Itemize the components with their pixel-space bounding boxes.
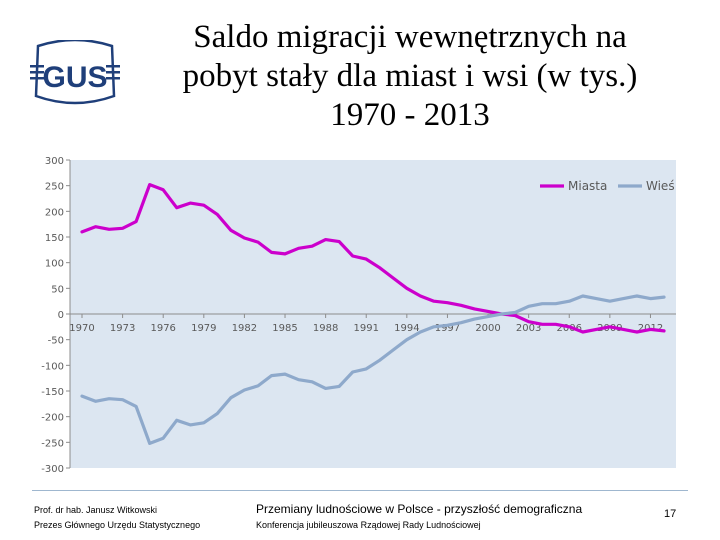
series-line-miasta: [80, 182, 666, 334]
y-tick-label: 0: [58, 310, 64, 321]
x-tick-label: 2009: [597, 323, 622, 334]
title-line-3: 1970 - 2013: [330, 97, 490, 133]
slide-title: Saldo migracji wewnętrznych na pobyt sta…: [140, 18, 680, 135]
x-tick-label: 1979: [191, 323, 216, 334]
x-tick-label: 1982: [232, 323, 257, 334]
x-tick-label: 1970: [69, 323, 94, 334]
x-tick-label: 1994: [394, 323, 419, 334]
title-line-2: pobyt stały dla miast i wsi (w tys.): [182, 58, 638, 94]
author-name: Prof. dr hab. Janusz Witkowski: [34, 505, 158, 515]
y-tick-label: 200: [45, 207, 64, 218]
migration-chart: 300 250 200 150 100 50 0 -50 -100 -150 -200 -250 -30…: [0, 150, 690, 480]
line-chart-svg: 300 250 200 150 100 50 0 -50 -100 -150 -200 -250 -30…: [41, 156, 676, 475]
y-tick-label: -300: [41, 464, 64, 475]
x-tick-label: 1976: [150, 323, 175, 334]
x-tick-label: 1991: [354, 323, 379, 334]
y-tick-label: 300: [45, 156, 64, 167]
legend-label: Miasta: [568, 179, 607, 193]
title-line-1: Saldo migracji wewnętrznych na: [193, 19, 627, 55]
x-tick-label: 2000: [475, 323, 500, 334]
legend-label: Wieś: [646, 179, 675, 193]
y-tick-label: 50: [51, 284, 64, 295]
footer-divider: [32, 490, 688, 491]
y-tick-label: 250: [45, 182, 64, 193]
x-tick-label: 1985: [272, 323, 297, 334]
footer-conference: Konferencja jubileuszowa Rządowej Rady L…: [256, 520, 481, 530]
y-tick-label: -50: [48, 336, 64, 347]
page-number: 17: [664, 508, 677, 520]
chart-legend: Miasta Wieś: [540, 179, 675, 193]
x-tick-label: 2006: [557, 323, 582, 334]
y-tick-label: -250: [41, 438, 64, 449]
y-tick-label: 150: [45, 233, 64, 244]
footer-author: Prof. dr hab. Janusz Witkowski Prezes Gł…: [34, 503, 200, 533]
svg-text:GUS: GUS: [42, 61, 107, 94]
x-tick-label: 2003: [516, 323, 541, 334]
gus-logo: GUS: [30, 40, 120, 105]
x-tick-label: 1988: [313, 323, 338, 334]
author-position: Prezes Głównego Urzędu Statystycznego: [34, 520, 201, 530]
footer-presentation-title: Przemiany ludnościowe w Polsce - przyszł…: [256, 502, 583, 516]
series-line-wies: [80, 294, 666, 445]
x-tick-label: 1997: [435, 323, 460, 334]
x-tick-label: 1973: [110, 323, 135, 334]
y-tick-label: 100: [45, 259, 64, 270]
y-tick-label: -100: [41, 361, 64, 372]
y-tick-label: -200: [41, 413, 64, 424]
y-tick-label: -150: [41, 387, 64, 398]
